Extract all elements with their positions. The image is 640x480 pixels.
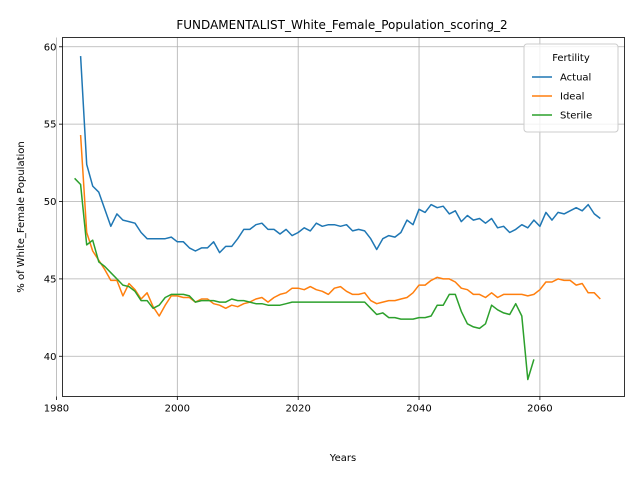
series-line-actual [79, 56, 601, 254]
series-lines [74, 56, 601, 381]
legend-label-sterile: Sterile [560, 111, 592, 122]
legend-box [523, 43, 619, 133]
plot-frame [62, 37, 625, 397]
legend: Fertility Actual Ideal Sterile [523, 43, 619, 133]
legend-label-ideal: Ideal [560, 92, 584, 103]
x-tick-label: 1980 [44, 404, 69, 415]
x-tick-label: 2060 [527, 404, 552, 415]
y-tick-label: 50 [44, 197, 57, 208]
x-tick-label: 2000 [165, 404, 190, 415]
legend-title: Fertility [552, 53, 590, 64]
series-line-sterile [74, 177, 535, 381]
y-tick-label: 60 [44, 42, 57, 53]
y-tick-label: 55 [44, 120, 57, 131]
series-line-ideal [79, 134, 601, 317]
x-tick-label: 2020 [285, 404, 310, 415]
legend-label-actual: Actual [560, 73, 591, 84]
chart-title: FUNDAMENTALIST_White_Female_Population_s… [176, 18, 507, 32]
y-axis-label: % of White_Female Population [16, 141, 27, 292]
y-tick-label: 40 [44, 352, 57, 363]
x-axis-label: Years [329, 453, 356, 464]
axis-ticks: 1980 2000 2020 2040 2060 40 45 50 55 60 [44, 42, 553, 414]
x-tick-label: 2040 [406, 404, 431, 415]
y-tick-label: 45 [44, 274, 57, 285]
